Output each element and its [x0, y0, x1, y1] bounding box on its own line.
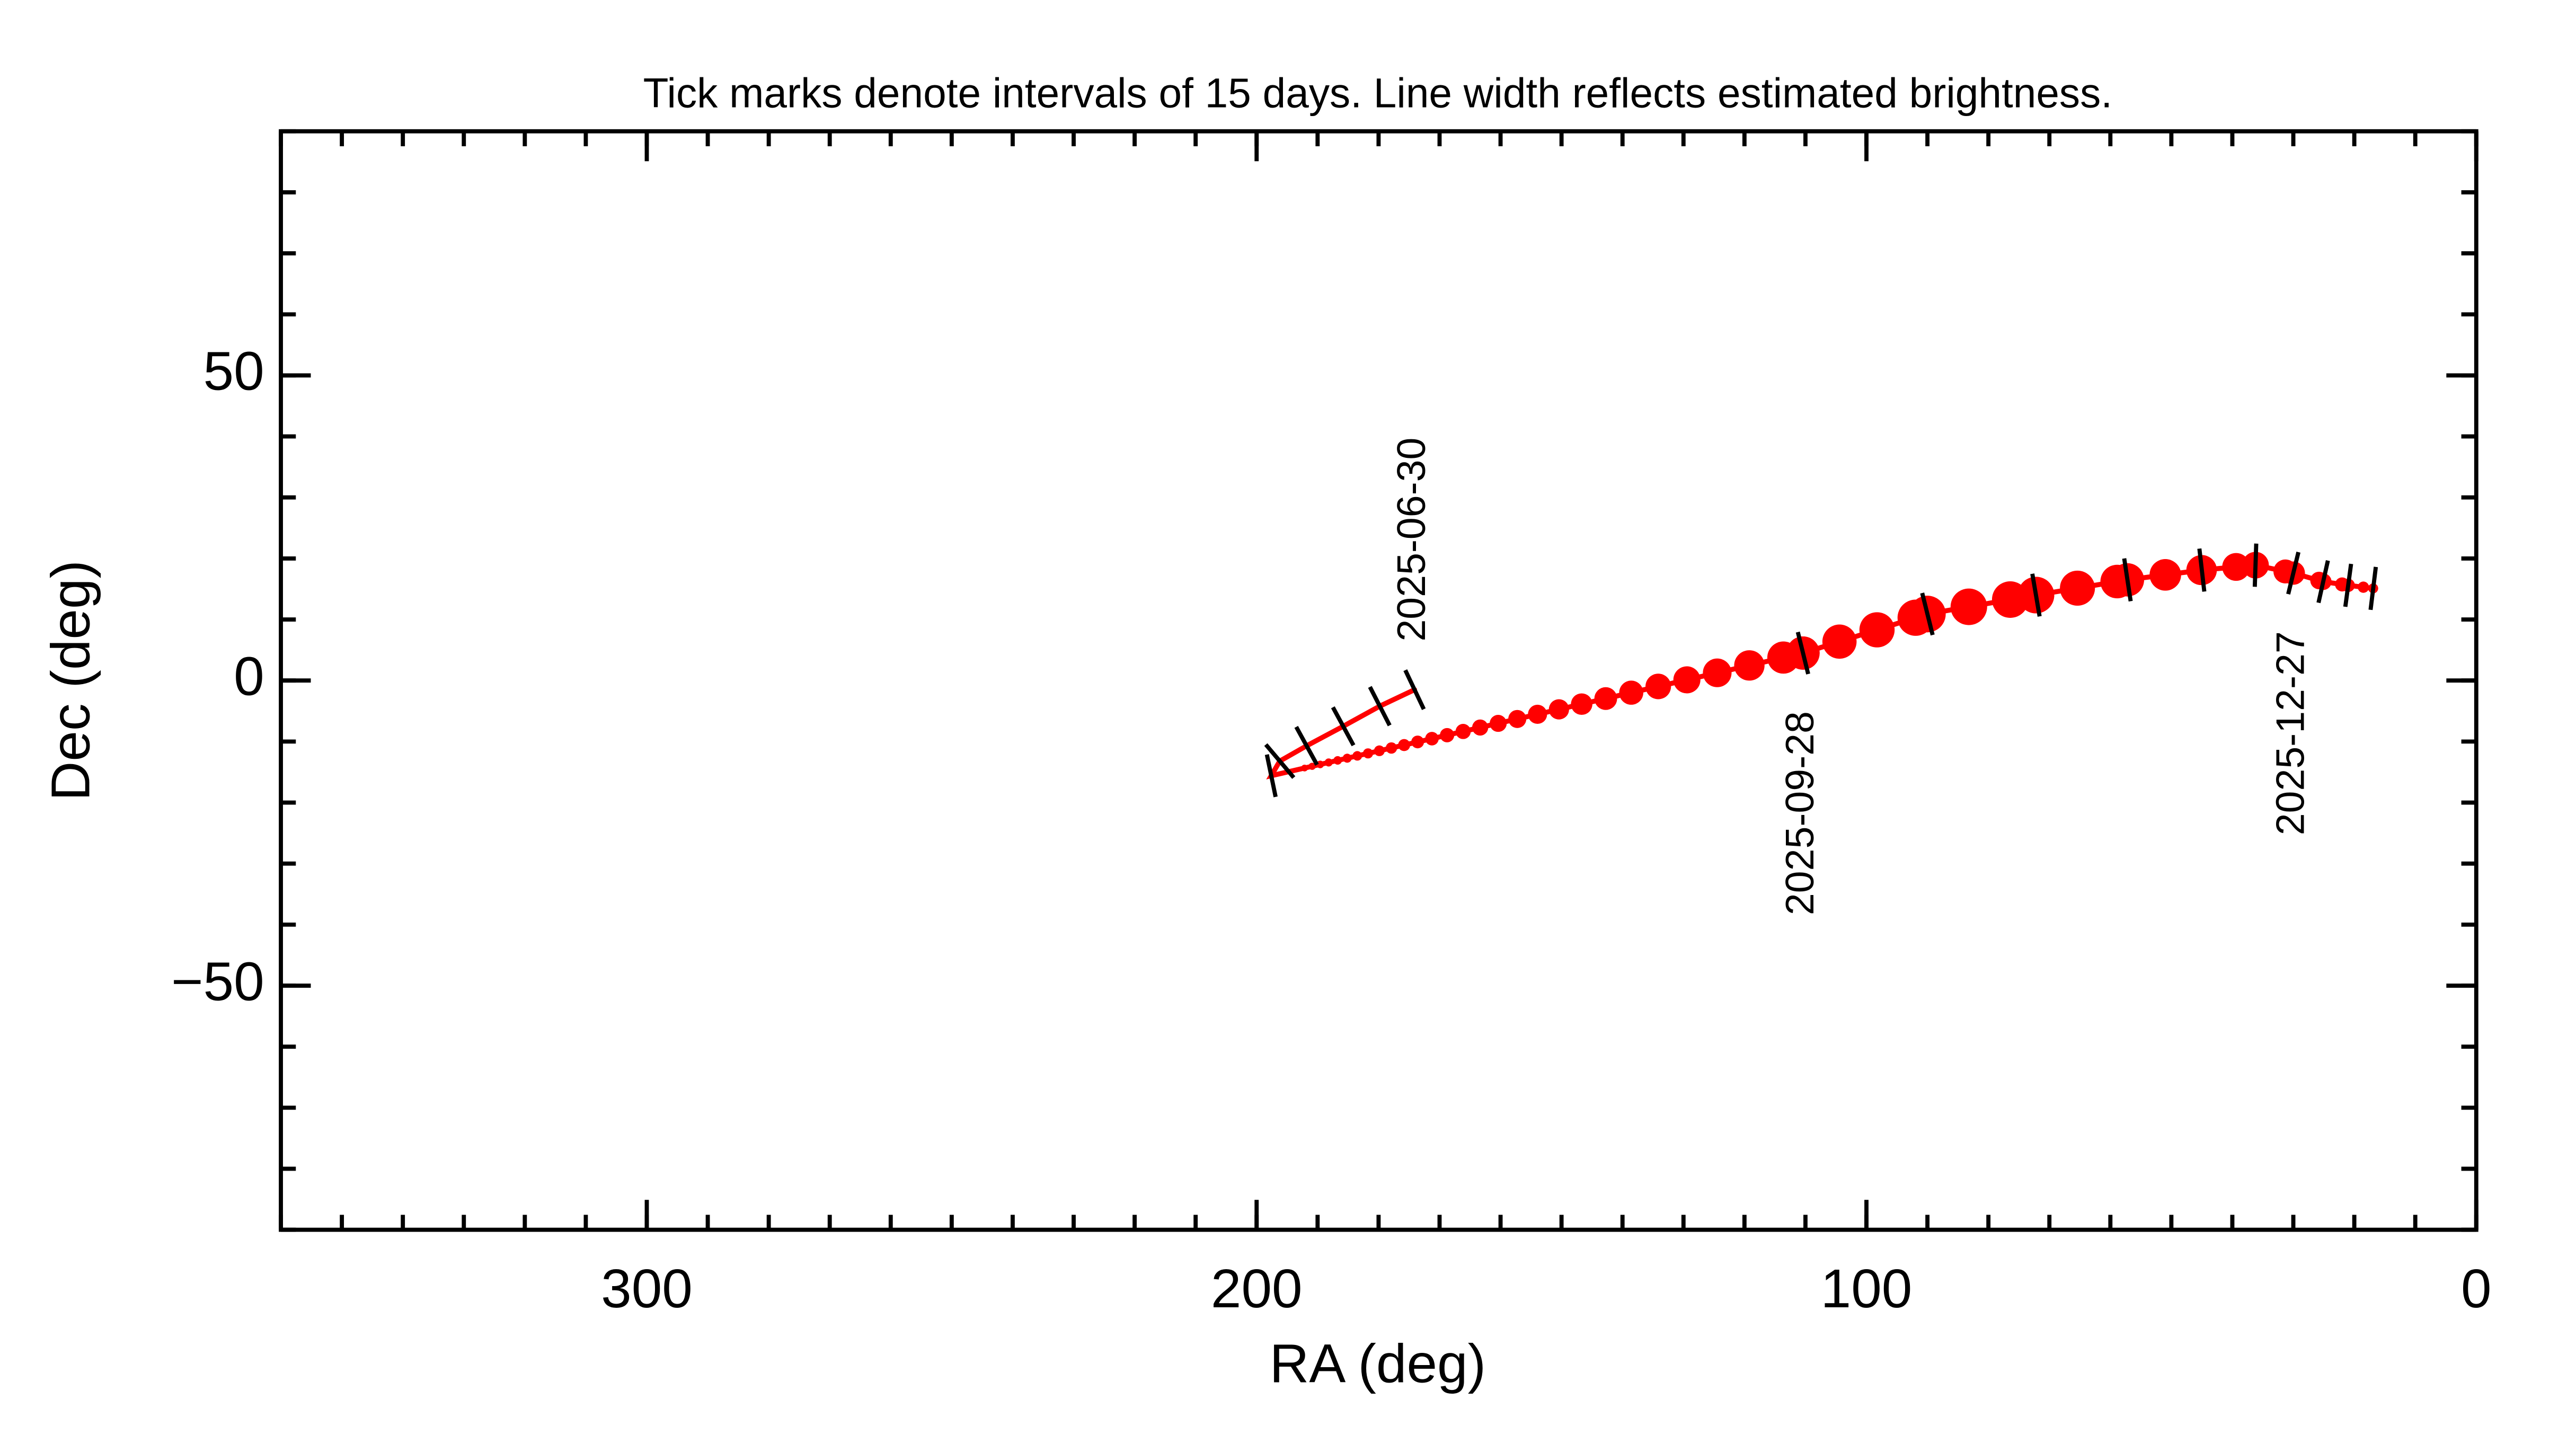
trail-line [1266, 562, 2374, 779]
interval-tick [1795, 631, 1810, 675]
interval-tick [2122, 558, 2133, 602]
trail-dot [1703, 658, 1732, 687]
trail-dot [1950, 588, 1987, 625]
trail-dot [1301, 764, 1308, 772]
trail-dot [1352, 751, 1362, 761]
date-annotation: 2025-06-30 [1389, 438, 1433, 642]
x-tick-label: 200 [1211, 1257, 1303, 1319]
interval-tick [1403, 669, 1426, 711]
trail-dot [1490, 715, 1507, 732]
trail-dot [1645, 674, 1671, 699]
x-axis-label: RA (deg) [1270, 1332, 1486, 1394]
trail-dot [1734, 650, 1765, 681]
trail-dot [1548, 699, 1569, 720]
trail-dot [1594, 687, 1617, 710]
trail-dot [2358, 581, 2369, 593]
interval-tick [1294, 725, 1319, 766]
date-annotation: 2025-09-28 [1777, 711, 1822, 915]
trail-dot [1316, 760, 1324, 768]
trail-dot [1308, 763, 1316, 770]
trail-dot [1619, 680, 1643, 705]
chart-title: Tick marks denote intervals of 15 days. … [643, 70, 2113, 117]
x-tick-label: 300 [601, 1257, 693, 1319]
interval-tick [2368, 566, 2378, 610]
trail-dot [2149, 559, 2181, 591]
trail-dot [1411, 736, 1424, 749]
trail-dot [1333, 756, 1342, 765]
interval-tick [1331, 706, 1356, 747]
interval-tick [1920, 592, 1935, 636]
interval-tick [1264, 743, 1296, 779]
trail-dot [1398, 739, 1411, 751]
trail-dot [1571, 693, 1592, 715]
trail-dot [1324, 758, 1333, 767]
trail-dot [1362, 748, 1374, 759]
interval-tick [2316, 560, 2330, 604]
date-annotation: 2025-12-27 [2268, 631, 2312, 835]
y-tick-label: 0 [234, 645, 264, 707]
trail-dot [2222, 553, 2250, 581]
interval-tick [2252, 543, 2259, 587]
y-axis-label: Dec (deg) [40, 560, 101, 801]
trail-dot [1440, 728, 1455, 742]
trail-dot [1859, 612, 1895, 648]
trail-dot [1528, 704, 1547, 724]
trail-dot [1472, 719, 1489, 736]
x-tick-label: 100 [1821, 1257, 1913, 1319]
trail-dot [2060, 570, 2095, 606]
interval-tick [2343, 563, 2353, 607]
plot-frame [279, 129, 2478, 1232]
trail-dot [1374, 745, 1385, 756]
x-tick-label: 0 [2461, 1257, 2492, 1319]
interval-tick [2286, 551, 2301, 595]
interval-tick [1368, 686, 1392, 727]
interval-tick [2030, 573, 2042, 617]
trail-dot [1425, 732, 1439, 746]
y-tick-label: −50 [171, 950, 264, 1012]
trail-dot [1385, 742, 1397, 754]
trail-dot [1342, 754, 1352, 763]
trail-dot [1508, 710, 1527, 728]
trail-dot [1822, 624, 1857, 659]
interval-tick [1264, 754, 1278, 798]
trail-dot [1455, 724, 1471, 739]
trail-dot [1673, 666, 1701, 694]
y-tick-label: 50 [203, 340, 264, 402]
interval-tick [2197, 548, 2207, 592]
